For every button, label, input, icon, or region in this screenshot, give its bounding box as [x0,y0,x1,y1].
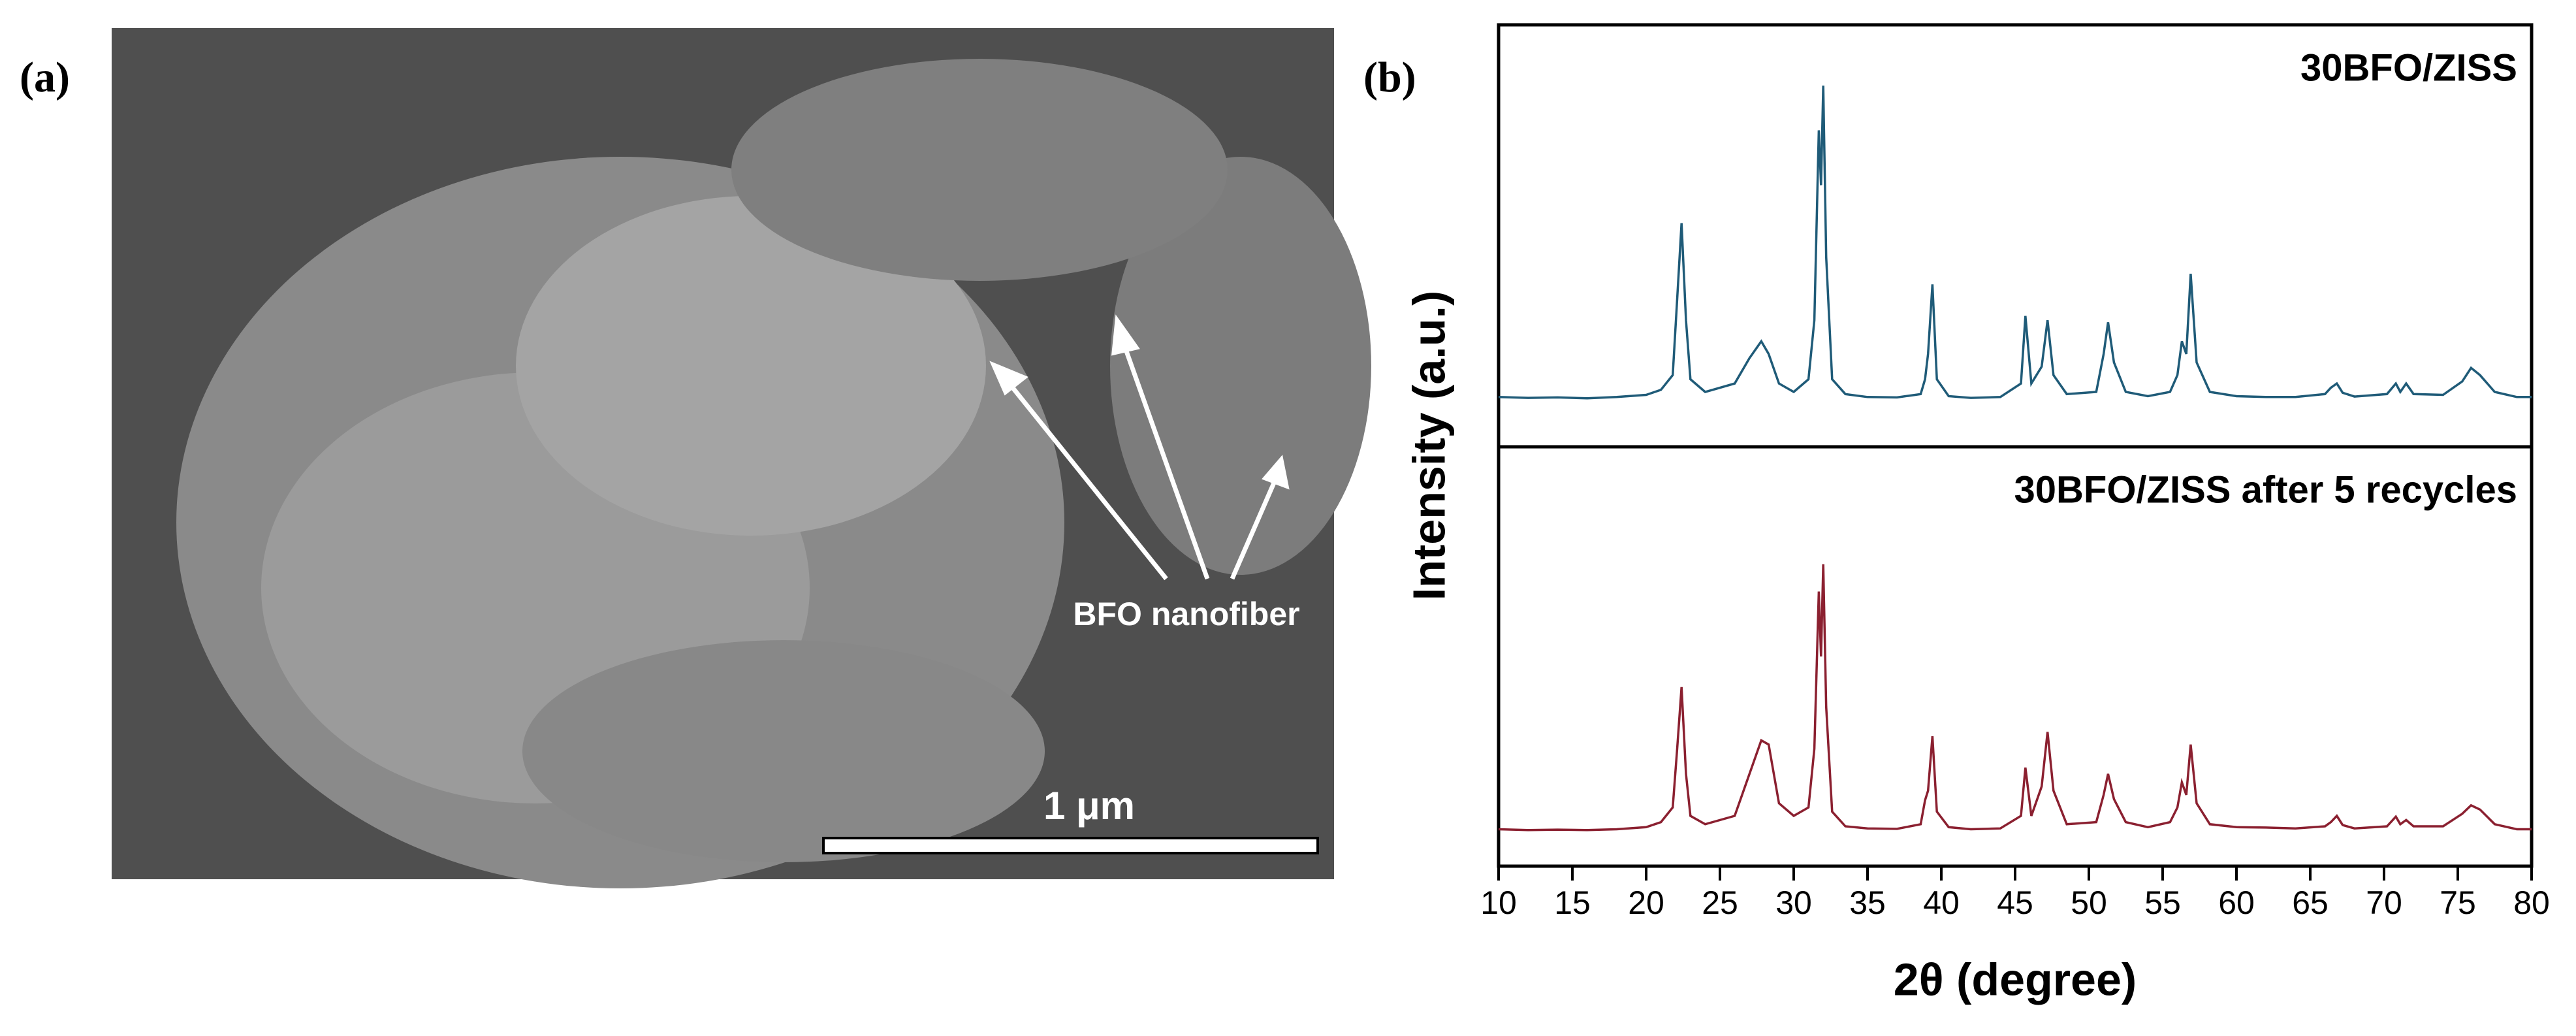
x-tick-label: 75 [2440,884,2476,921]
x-tick-label: 30 [1775,884,1812,921]
x-axis-label: 2θ (degree) [1894,954,2137,1005]
panel-label: (a) [20,54,70,101]
sem-panel: BFO nanofiber 1 μm (a) [20,28,1371,888]
scale-bar-label: 1 μm [1043,784,1135,828]
xrd-line [1498,85,2532,400]
panel-title: 30BFO/ZISS after 5 recycles [2014,468,2517,511]
sem-particle [516,196,986,536]
scale-bar [822,837,1319,854]
x-tick-label: 50 [2071,884,2107,921]
x-tick-label: 40 [1923,884,1960,921]
xrd-line [1498,564,2532,832]
y-axis-label: Intensity (a.u.) [1403,291,1454,600]
panel-label: (b) [1363,54,1416,101]
arrows [989,314,1290,581]
x-tick-label: 35 [1849,884,1886,921]
x-tick-label: 15 [1554,884,1591,921]
x-tick-label: 80 [2513,884,2550,921]
sem-particle [731,59,1228,281]
x-tick-label: 45 [1997,884,2033,921]
x-tick-label: 60 [2218,884,2255,921]
sem-particle [522,640,1045,862]
x-tick-label: 55 [2144,884,2181,921]
sem-particle [1110,157,1371,575]
x-tick-label: 25 [1702,884,1738,921]
x-tick-label: 70 [2366,884,2402,921]
panel-title: 30BFO/ZISS [2300,46,2517,89]
x-tick-label: 20 [1628,884,1664,921]
annotation: BFO nanofiber [1073,596,1299,632]
x-tick-label: 10 [1480,884,1517,921]
x-tick-label: 65 [2292,884,2329,921]
